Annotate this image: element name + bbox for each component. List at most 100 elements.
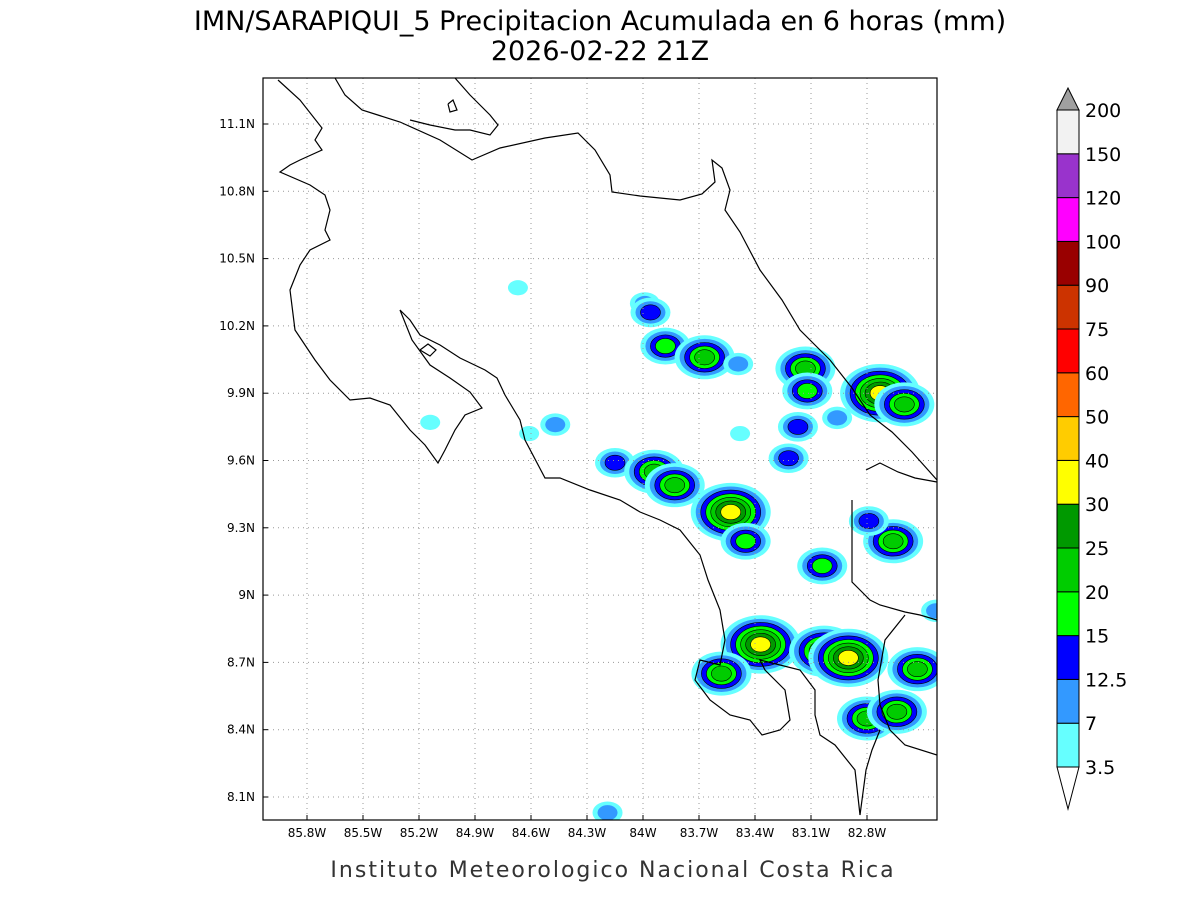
precip-contour xyxy=(811,558,833,574)
precip-contour xyxy=(838,650,859,666)
colorbar-label: 30 xyxy=(1085,494,1109,516)
precip-cell xyxy=(420,414,441,430)
precip-cell xyxy=(768,443,809,474)
precip-cell xyxy=(874,382,935,427)
panama-coast-south xyxy=(877,614,937,756)
precip-cell xyxy=(644,463,705,508)
island xyxy=(447,99,458,113)
colorbar-label: 100 xyxy=(1085,231,1121,253)
precip-contour xyxy=(694,349,715,366)
colorbar-label: 12.5 xyxy=(1085,669,1127,691)
lon-tick-label: 83.7W xyxy=(680,826,719,840)
precip-cell xyxy=(720,522,771,560)
precip-contour xyxy=(750,636,771,653)
lat-tick-label: 8.1N xyxy=(227,790,255,804)
island-nicoya xyxy=(419,343,437,357)
lon-tick-label: 84.6W xyxy=(512,826,551,840)
precip-contour xyxy=(664,477,686,494)
colorbar-swatch xyxy=(1056,197,1080,242)
precip-contour xyxy=(858,513,880,529)
colorbar-swatch xyxy=(1056,678,1080,724)
nicaragua-lake-shore xyxy=(334,78,937,481)
lat-tick-label: 8.4N xyxy=(227,723,255,737)
colorbar-swatch xyxy=(1056,547,1080,593)
colorbar-swatch xyxy=(1056,284,1080,330)
colorbar-label: 20 xyxy=(1085,582,1109,604)
colorbar-swatch xyxy=(1056,109,1080,155)
precip-cell xyxy=(866,689,927,734)
lon-tick-label: 84.9W xyxy=(456,826,495,840)
precip-contour xyxy=(796,383,818,399)
plot-frame xyxy=(262,77,938,821)
colorbar-label: 15 xyxy=(1085,626,1109,648)
colorbar-swatch xyxy=(1056,503,1080,549)
lat-tick-label: 9N xyxy=(238,588,255,602)
colorbar-label: 90 xyxy=(1085,275,1109,297)
precip-cell xyxy=(720,615,801,674)
colorbar-under-arrow xyxy=(1056,766,1080,811)
precip-cell xyxy=(723,352,754,376)
colorbar-over-arrow xyxy=(1056,86,1080,111)
precip-contour xyxy=(886,703,908,720)
precip-cell xyxy=(674,335,735,380)
lon-tick-label: 82.8W xyxy=(848,826,887,840)
lat-tick-label: 9.3N xyxy=(227,521,255,535)
colorbar-label: 7 xyxy=(1085,713,1097,735)
precip-contour xyxy=(728,356,749,372)
colorbar-label: 40 xyxy=(1085,450,1109,472)
map-title: IMN/SARAPIQUI_5 Precipitacion Acumulada … xyxy=(194,6,1006,37)
colorbar-swatch xyxy=(1056,635,1080,680)
colorbar-swatch xyxy=(1056,459,1080,505)
precip-contour xyxy=(730,425,751,442)
lat-tick-label: 9.6N xyxy=(227,453,255,467)
colorbar-label: 75 xyxy=(1085,319,1109,341)
precip-cell xyxy=(540,413,571,436)
precip-contour xyxy=(827,410,848,426)
colorbar-label: 120 xyxy=(1085,188,1121,210)
lon-tick-label: 83.1W xyxy=(792,826,831,840)
precip-cell xyxy=(822,406,853,430)
precip-cell xyxy=(777,412,818,442)
precip-cell xyxy=(592,801,623,820)
precip-cell xyxy=(730,425,751,442)
colorbar-swatch xyxy=(1056,416,1080,461)
precip-cell xyxy=(808,628,889,688)
precip-cell xyxy=(797,547,848,585)
precip-contour xyxy=(735,533,756,550)
lon-tick-label: 84W xyxy=(629,826,656,840)
lon-tick-label: 85.2W xyxy=(400,826,439,840)
lat-tick-label: 8.7N xyxy=(227,655,255,669)
precip-contour xyxy=(787,418,809,435)
colorbar-label: 25 xyxy=(1085,538,1109,560)
precip-contour xyxy=(907,661,928,678)
map-subtitle: 2026-02-22 21Z xyxy=(491,36,709,67)
precip-contour xyxy=(894,396,915,413)
precip-contour xyxy=(545,417,566,433)
panama-border-north xyxy=(851,500,937,621)
precip-cell xyxy=(848,506,889,536)
lat-tick-label: 10.2N xyxy=(219,319,255,333)
precip-cell xyxy=(630,297,671,328)
colorbar-label: 60 xyxy=(1085,363,1109,385)
pacific-coast xyxy=(277,79,861,816)
burica xyxy=(859,729,881,816)
lat-tick-label: 10.5N xyxy=(219,252,255,266)
panama-border-east xyxy=(865,462,937,483)
colorbar-swatch xyxy=(1056,328,1080,374)
precip-cell xyxy=(507,280,528,296)
colorbar: 3.5 7 12.5 15 20 25 30 40 50 60 75 90 100 120 150 200 xyxy=(1056,86,1127,811)
colorbar-swatch xyxy=(1056,591,1080,637)
precip-cell xyxy=(887,647,937,692)
precip-contour xyxy=(420,414,441,430)
lat-tick-label: 9.9N xyxy=(227,386,255,400)
coastlines xyxy=(277,78,937,816)
colorbar-swatch xyxy=(1056,372,1080,418)
lat-tick-label: 11.1N xyxy=(219,117,255,131)
colorbar-swatch xyxy=(1056,240,1080,286)
precip-field xyxy=(420,280,937,820)
colorbar-label: 150 xyxy=(1085,144,1121,166)
colorbar-label: 50 xyxy=(1085,407,1109,429)
lon-tick-label: 83.4W xyxy=(736,826,775,840)
